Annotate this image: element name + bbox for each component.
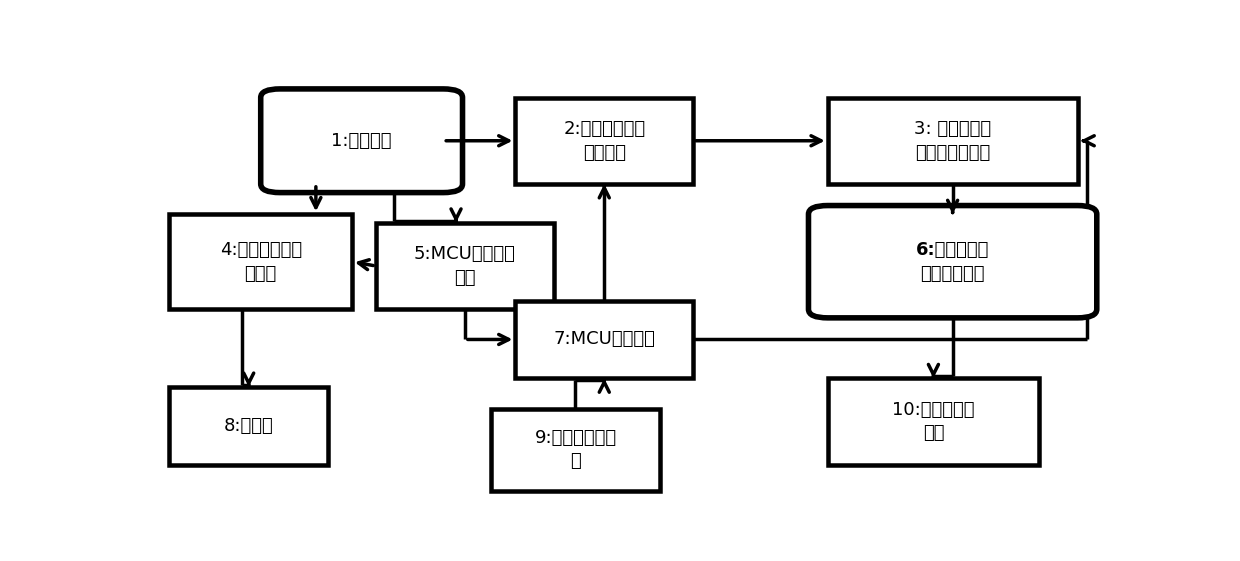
Text: 2:超声驱动电源: 2:超声驱动电源: [563, 120, 645, 138]
Text: 8:发热丝: 8:发热丝: [224, 417, 274, 435]
FancyBboxPatch shape: [170, 387, 327, 465]
Text: 化片: 化片: [923, 425, 944, 443]
Text: 1:整机电源: 1:整机电源: [331, 132, 392, 150]
FancyBboxPatch shape: [516, 98, 693, 184]
FancyBboxPatch shape: [828, 378, 1039, 465]
Text: 化片驱动模块: 化片驱动模块: [920, 265, 985, 283]
Text: 块: 块: [570, 453, 580, 471]
FancyBboxPatch shape: [808, 205, 1096, 318]
FancyBboxPatch shape: [828, 98, 1078, 184]
Text: 3: 超声驱动电: 3: 超声驱动电: [914, 120, 991, 138]
Text: 7:MCU主控模块: 7:MCU主控模块: [553, 330, 655, 348]
Text: 模块: 模块: [454, 269, 476, 287]
FancyBboxPatch shape: [376, 223, 554, 309]
Text: 升压模块: 升压模块: [583, 144, 626, 162]
Text: 10:高频超声雾: 10:高频超声雾: [892, 401, 975, 419]
FancyBboxPatch shape: [170, 214, 352, 309]
Text: 4:发热丝控制开: 4:发热丝控制开: [219, 241, 301, 259]
Text: 关模块: 关模块: [244, 265, 277, 283]
FancyBboxPatch shape: [491, 408, 660, 491]
Text: 源控制开关模块: 源控制开关模块: [915, 144, 991, 162]
Text: 6:高频超声雾: 6:高频超声雾: [916, 241, 990, 259]
Text: 5:MCU主控电源: 5:MCU主控电源: [414, 245, 516, 263]
FancyBboxPatch shape: [260, 89, 463, 192]
Text: 9:开关机操作模: 9:开关机操作模: [534, 429, 616, 447]
FancyBboxPatch shape: [516, 301, 693, 378]
